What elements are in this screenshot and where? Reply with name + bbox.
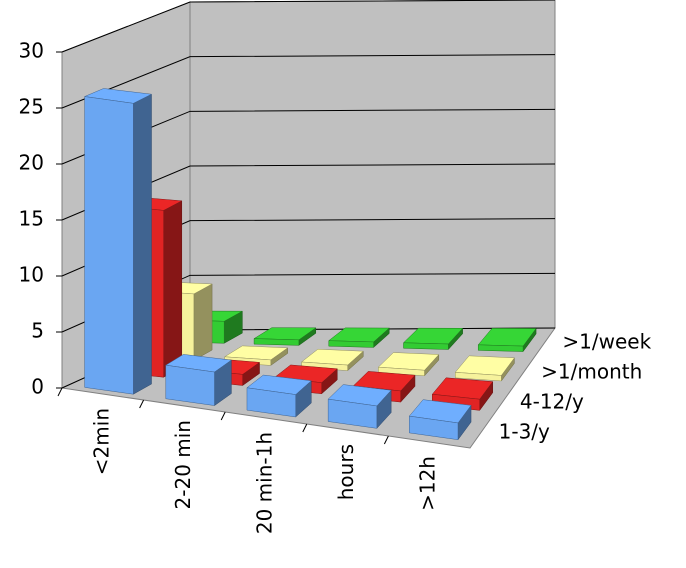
bar-side <box>133 93 152 395</box>
y-tick-label: 10 <box>19 263 44 287</box>
bar <box>403 342 449 350</box>
bar <box>477 344 524 352</box>
bar <box>246 387 296 418</box>
bar <box>455 372 502 382</box>
legend-label: >1/week <box>562 330 651 354</box>
x-tick <box>302 423 308 433</box>
y-tick-label: 30 <box>19 39 44 63</box>
legend-label: 1-3/y <box>499 420 550 444</box>
y-tick-label: 15 <box>19 207 44 231</box>
bar <box>84 96 134 395</box>
x-tick-label: <2min <box>89 408 113 475</box>
y-tick-label: 5 <box>31 319 44 343</box>
x-tick-label: 20 min-1h <box>253 432 277 534</box>
bar <box>165 364 215 406</box>
bar <box>253 338 300 346</box>
y-tick-label: 0 <box>31 375 44 399</box>
grid-line <box>61 0 556 53</box>
bar <box>328 340 374 348</box>
x-tick <box>383 435 389 445</box>
x-tick <box>139 399 145 409</box>
y-tick-label: 20 <box>19 151 44 175</box>
bar <box>409 415 459 441</box>
legend-label: 4-12/y <box>520 390 584 414</box>
x-tick-label: >12h <box>416 456 440 511</box>
x-tick <box>220 411 226 421</box>
y-tick-label: 25 <box>19 95 44 119</box>
bar-side <box>193 283 213 361</box>
bar-side <box>163 200 183 378</box>
x-tick-label: 2-20 min <box>171 420 195 509</box>
bar <box>327 398 378 429</box>
x-tick-label: hours <box>334 444 358 500</box>
legend-label: >1/month <box>541 360 642 384</box>
x-tick <box>57 387 63 397</box>
